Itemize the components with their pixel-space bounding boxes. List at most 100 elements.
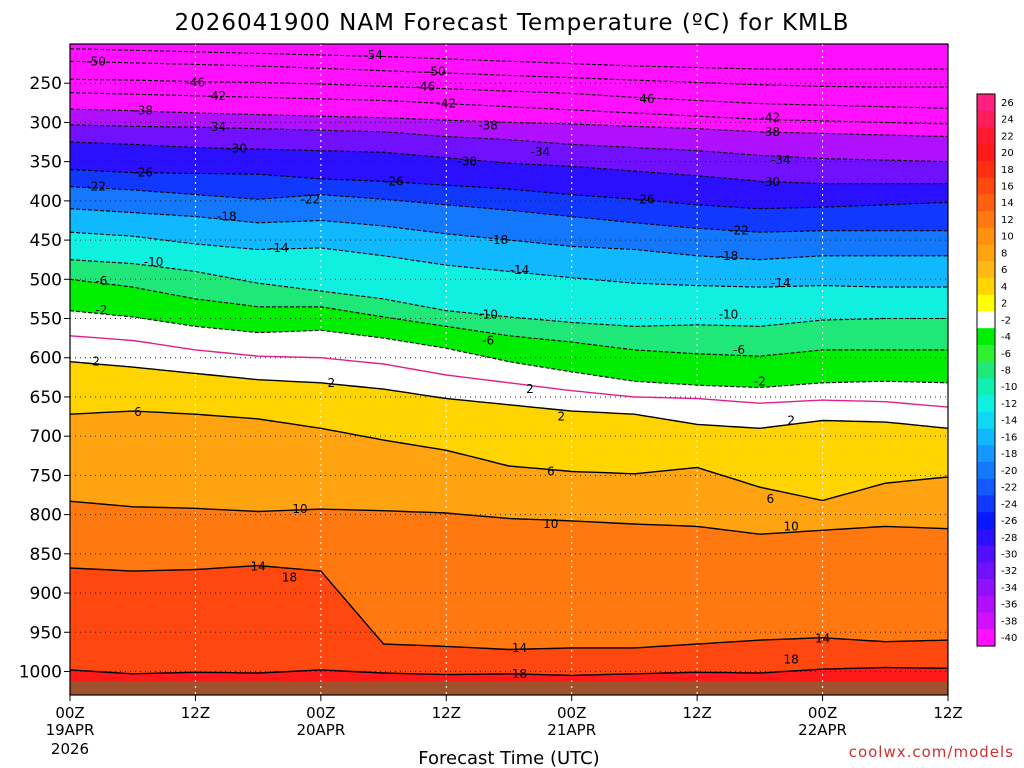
contour-label: -26 [635, 192, 655, 206]
isotherm-line [70, 259, 948, 327]
isotherm-line [70, 141, 948, 185]
fill-band [70, 279, 948, 388]
contour-label: 2 [526, 382, 534, 396]
contour-label: -38 [133, 104, 153, 118]
fill-band [70, 208, 948, 288]
colorbar-swatch [977, 395, 995, 413]
y-tick-label: 900 [30, 584, 62, 604]
contour-label: -14 [771, 276, 791, 290]
y-tick-label: 650 [30, 388, 62, 408]
x-tick-date-label: 22APR [798, 721, 847, 739]
y-tick-label: 450 [30, 231, 62, 251]
plot-frame [69, 43, 949, 696]
fill-band [70, 186, 948, 260]
colorbar-swatch [977, 495, 995, 513]
fill-band [70, 565, 948, 676]
isotherm-line [70, 564, 948, 651]
contour-label: 14 [250, 559, 265, 573]
contour-label: 14 [815, 632, 830, 646]
y-tick-label: 750 [30, 466, 62, 486]
contour-label: -30 [227, 141, 247, 155]
y-tick-label: 350 [30, 153, 62, 173]
isotherm-line [70, 78, 948, 109]
colorbar-label: -10 [1001, 382, 1017, 393]
year-label: 2026 [51, 740, 89, 758]
colorbar-label: -6 [1001, 349, 1011, 360]
y-tick-label: 300 [30, 113, 62, 133]
y-tick-label: 800 [30, 506, 62, 526]
contour-label: -2 [754, 374, 766, 388]
colorbar-swatch [977, 512, 995, 530]
y-tick-label: 600 [30, 349, 62, 369]
colorbar-label: -38 [1001, 616, 1017, 627]
colorbar-label: 22 [1001, 131, 1014, 142]
colorbar-swatch [977, 194, 995, 212]
fill-band [70, 79, 948, 124]
y-tick-label: 400 [30, 192, 62, 212]
contour-label: -22 [729, 224, 749, 238]
x-tick-label: 12Z [181, 704, 210, 722]
contour-label: -30 [760, 175, 780, 189]
colorbar-swatch [977, 110, 995, 129]
colorbar-label: -20 [1001, 466, 1017, 477]
x-tick-date-label: 20APR [296, 721, 345, 739]
colorbar-swatch [977, 579, 995, 597]
isotherm-line [70, 124, 948, 163]
fill-band [70, 92, 948, 137]
fill-band [70, 48, 948, 88]
x-tick-label: 12Z [682, 704, 711, 722]
colorbar-swatch [977, 612, 995, 630]
colorbar-label: 14 [1001, 198, 1014, 209]
x-tick-label: 00Z [306, 704, 335, 722]
colorbar-swatch [977, 311, 995, 329]
contour-label: 6 [766, 492, 774, 506]
isotherm-line [70, 410, 948, 502]
colorbar-label: 18 [1001, 165, 1014, 176]
contour-label: 2 [557, 410, 565, 424]
fill-band [70, 501, 948, 650]
x-tick-label: 00Z [808, 704, 837, 722]
colorbar-label: -14 [1001, 416, 1017, 427]
colorbar-swatch [977, 629, 995, 647]
colorbar-swatch [977, 227, 995, 246]
contour-label: -54 [363, 48, 383, 62]
isotherm-line [70, 92, 948, 125]
colorbar-label: -36 [1001, 600, 1017, 611]
contour-label: -14 [269, 241, 289, 255]
contour-label: -10 [144, 255, 164, 269]
fill-band [70, 124, 948, 184]
plot-area: -50 -54-50-46 -46-42-42 -46-38 -42-34 -38 -38-… [70, 44, 948, 695]
colorbar-swatch [977, 244, 995, 262]
colorbar-label: 2 [1001, 299, 1007, 310]
contour-label: 18 [282, 570, 297, 584]
colorbar-frame [976, 93, 996, 647]
y-tick-label: 700 [30, 427, 62, 447]
colorbar-label: 6 [1001, 265, 1007, 276]
isotherm-line [70, 500, 948, 535]
x-tick-date-label: 19APR [46, 721, 95, 739]
contour-label: -34 [206, 120, 226, 134]
fill-band [70, 109, 948, 162]
colorbar-label: 4 [1001, 282, 1007, 293]
fill-band [70, 232, 948, 327]
contour-label: -30 [457, 155, 477, 169]
colorbar-label: -30 [1001, 550, 1017, 561]
colorbar-swatch [977, 428, 995, 446]
colorbar-swatch [977, 211, 995, 229]
credit-label: coolwx.com/models [849, 743, 1014, 761]
colorbar-swatch [977, 127, 995, 145]
contour-label: 18 [512, 667, 527, 681]
colorbar-swatch [977, 344, 995, 363]
colorbar-label: 24 [1001, 115, 1014, 126]
isotherm-line [70, 60, 948, 88]
colorbar-label: -12 [1001, 399, 1017, 410]
isotherm-line [70, 361, 948, 430]
isotherm-labels: -50 -54-50-46 -46-42-42 -46-38 -42-34 -38 -38-… [86, 48, 830, 681]
fill-band [70, 169, 948, 233]
colorbar-swatch [977, 177, 995, 195]
fill-band [70, 411, 948, 535]
colorbar-label: -16 [1001, 432, 1017, 443]
colorbar-swatch [977, 545, 995, 563]
x-tick-date-label: 21APR [547, 721, 596, 739]
